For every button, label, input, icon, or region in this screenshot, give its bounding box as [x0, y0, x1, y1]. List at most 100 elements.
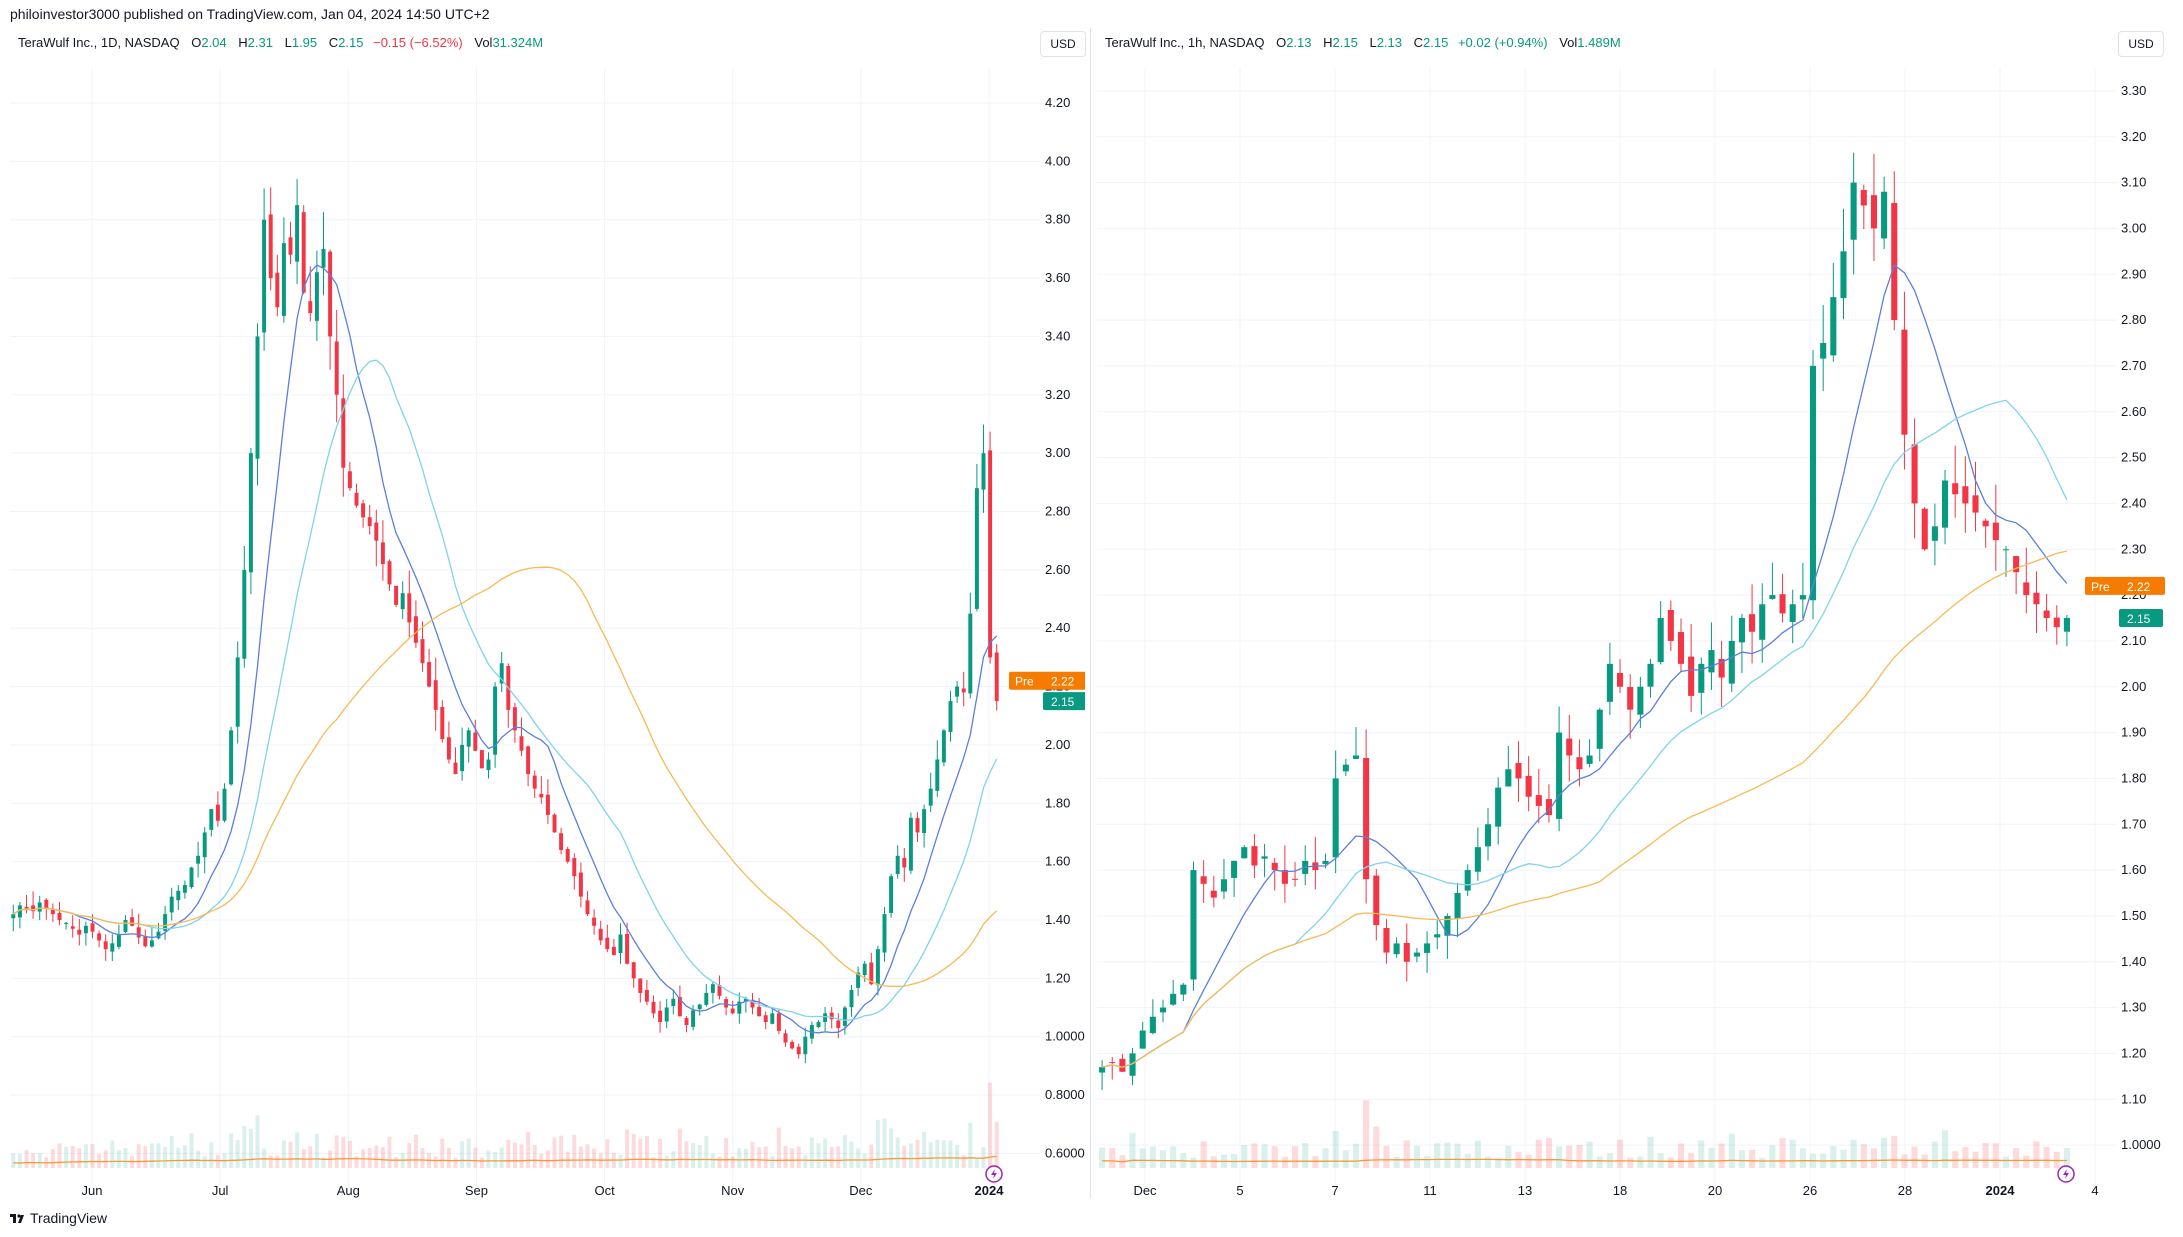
volume-bar [829, 1146, 834, 1168]
moving-average-slow [12, 566, 998, 988]
candle-body [2013, 556, 2020, 573]
volume-bar [717, 1156, 722, 1168]
candle-body [638, 978, 643, 993]
volume-bar [1505, 1145, 1512, 1168]
candle-body [618, 934, 623, 954]
candle-body [176, 890, 181, 901]
candle-body [229, 730, 234, 785]
candle-body [763, 1015, 768, 1023]
candle-body [592, 917, 597, 926]
candle-body [321, 248, 326, 268]
candle-body [215, 804, 220, 821]
price-tick-label: 2.80 [2121, 312, 2146, 327]
candle-body [856, 972, 861, 988]
volume-bar [1769, 1145, 1776, 1168]
price-tick-label: 3.20 [2121, 129, 2146, 144]
hourly-chart-panel[interactable]: TeraWulf Inc., 1h, NASDAQ O2.13 H2.15 L2… [1097, 28, 2173, 1198]
volume-bar [57, 1143, 62, 1168]
candle-body [275, 272, 280, 308]
candle-body [64, 922, 69, 924]
volume-bar [1952, 1151, 1959, 1168]
candle-body [1738, 618, 1745, 643]
hourly-candlestick-chart[interactable]: 3.30 3.20 3.10 3.00 2.90 2.80 2.70 2.60 2.50 2.40… [1097, 28, 2173, 1198]
candle-body [803, 1036, 808, 1055]
volume-bar [1302, 1143, 1309, 1168]
volume-bar [776, 1127, 781, 1168]
volume-bar [519, 1144, 524, 1168]
currency-button[interactable]: USD [2118, 31, 2164, 57]
volume-bar [1495, 1157, 1502, 1168]
candle-body [625, 933, 630, 964]
volume-bar [928, 1142, 933, 1168]
volume-bar [479, 1157, 484, 1168]
legend-low: 1.95 [291, 35, 318, 50]
price-tick-label: 3.30 [2121, 83, 2146, 98]
candle-body [585, 900, 590, 915]
volume-bar [1545, 1137, 1552, 1168]
publish-info: philoinvestor3000 published on TradingVi… [10, 6, 490, 22]
volume-bar [70, 1146, 75, 1168]
candle-body [1515, 763, 1522, 779]
candle-body [44, 899, 49, 909]
volume-bar [730, 1156, 735, 1168]
daily-chart-panel[interactable]: TeraWulf Inc., 1D, NASDAQ O2.04 H2.31 L1… [10, 28, 1086, 1198]
candle-body [1576, 757, 1583, 770]
last-price-badge [1043, 692, 1085, 711]
candle-body [532, 775, 537, 789]
volume-bar [651, 1157, 656, 1168]
candle-body [539, 793, 544, 798]
currency-button[interactable]: USD [1040, 31, 1086, 57]
volume-bar [955, 1144, 960, 1168]
candle-body [288, 237, 293, 255]
candle-body [446, 737, 451, 760]
price-tick-label: 2.90 [2121, 266, 2146, 281]
candle-body [1190, 870, 1197, 980]
volume-bar [1870, 1148, 1877, 1168]
price-tick-label: 1.20 [1045, 970, 1070, 985]
last-price-badge [2119, 609, 2163, 627]
price-tick-label: 1.10 [2121, 1091, 2146, 1106]
candle-body [1545, 799, 1552, 816]
volume-bar [842, 1135, 847, 1168]
candle-body [440, 707, 445, 740]
candle-body [598, 928, 603, 941]
candle-body [1332, 778, 1339, 858]
legend-high-label: H [238, 35, 248, 50]
volume-bar [1200, 1141, 1207, 1168]
candle-body [1596, 709, 1603, 749]
candle-body [400, 593, 405, 610]
legend-open: 2.13 [1286, 35, 1312, 50]
volume-bar [796, 1146, 801, 1168]
volume-bar [757, 1147, 762, 1168]
volume-bar [354, 1156, 359, 1168]
candle-body [83, 925, 88, 934]
price-tick-label: 2.00 [1045, 737, 1070, 752]
volume-bar [1596, 1156, 1603, 1168]
volume-bar [64, 1147, 69, 1168]
candle-body [407, 593, 412, 623]
volume-bar [420, 1147, 425, 1168]
candle-body [1139, 1030, 1146, 1049]
volume-bar [849, 1141, 854, 1168]
price-tick-label: 2.50 [2121, 450, 2146, 465]
moving-average-fast [1101, 264, 2068, 1068]
volume-bar [1708, 1147, 1715, 1168]
volume-bar [1992, 1143, 1999, 1168]
volume-bar [1931, 1141, 1938, 1168]
volume-bar [295, 1132, 300, 1168]
candle-body [367, 517, 372, 527]
candle-body [2063, 618, 2070, 632]
candle-body [704, 992, 709, 1005]
volume-bar [2002, 1156, 2010, 1168]
candle-body [1647, 663, 1654, 687]
moving-average-fast [12, 264, 998, 1034]
volume-bar [836, 1146, 841, 1168]
candle-body [314, 272, 319, 321]
volume-bar [77, 1148, 82, 1168]
candle-body [1170, 993, 1177, 1005]
volume-bar [823, 1138, 828, 1168]
volume-bar [2013, 1148, 2020, 1168]
volume-bar [334, 1135, 339, 1168]
daily-candlestick-chart[interactable]: 4.20 4.00 3.80 3.60 3.40 3.20 3.00 2.80 2.60 2.40… [10, 28, 1085, 1198]
candle-body [908, 817, 913, 871]
